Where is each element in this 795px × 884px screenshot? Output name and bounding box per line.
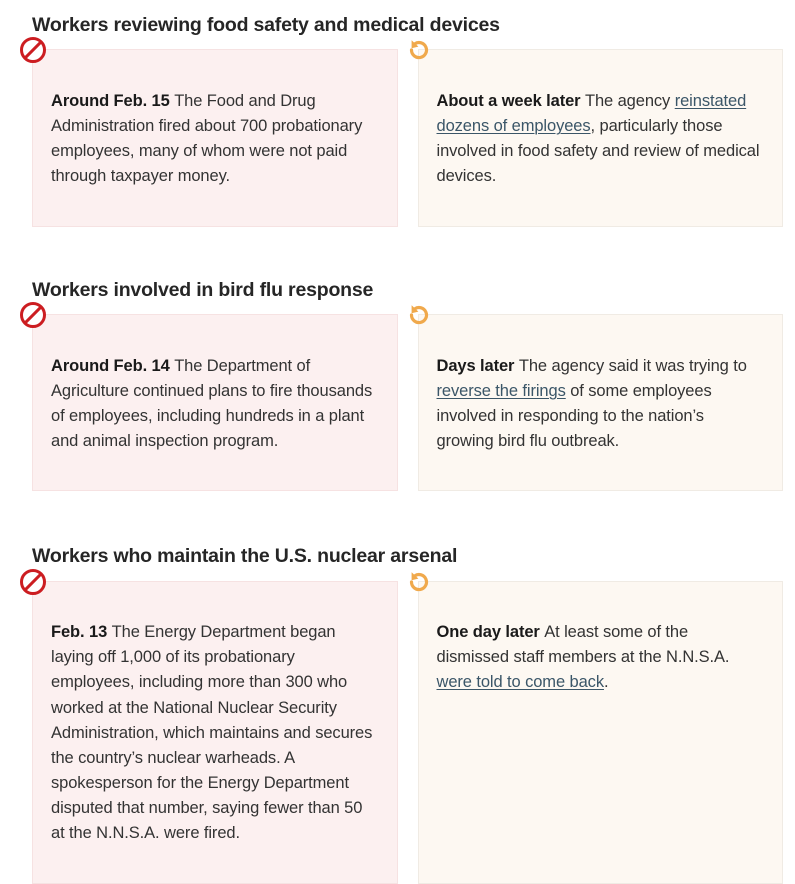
undo-restore-icon <box>403 34 435 66</box>
section-spacer <box>12 227 783 279</box>
card-lede: Days later <box>436 356 515 375</box>
card-body-before: The agency said it was trying to <box>518 356 747 375</box>
card-link[interactable]: reverse the firings <box>436 381 566 400</box>
fired-card: Around Feb. 15 The Food and Drug Administ… <box>20 37 398 227</box>
undo-restore-icon <box>403 566 435 598</box>
card-row: Feb. 13 The Energy Department began layin… <box>20 568 783 884</box>
prohibited-icon <box>17 299 49 331</box>
reinstated-card: One day later At least some of the dismis… <box>409 571 783 884</box>
card-row: Around Feb. 15 The Food and Drug Administ… <box>20 37 783 227</box>
card-lede: Around Feb. 15 <box>51 91 170 110</box>
section-title: Workers reviewing food safety and medica… <box>32 14 500 36</box>
timeline-page: Workers reviewing food safety and medica… <box>12 0 783 884</box>
card-body-before: The agency <box>584 91 675 110</box>
fired-card: Around Feb. 14 The Department of Agricult… <box>20 302 398 492</box>
section-food-safety: Workers reviewing food safety and medica… <box>12 14 783 227</box>
section-nuclear-arsenal: Workers who maintain the U.S. nuclear ar… <box>12 545 783 884</box>
card-body-after: . <box>603 673 609 692</box>
prohibited-icon <box>17 34 49 66</box>
undo-restore-icon <box>403 299 435 331</box>
top-spacer <box>12 0 783 14</box>
card-text: Feb. 13 The Energy Department began layin… <box>51 620 379 846</box>
card-text: One day later At least some of the dismis… <box>437 620 765 695</box>
card-body-before: The Energy Department began laying off 1… <box>51 623 373 842</box>
card-link[interactable]: were told to come back <box>436 673 605 692</box>
card-lede: Around Feb. 14 <box>51 356 170 375</box>
prohibited-icon <box>17 566 49 598</box>
card-text: Days later The agency said it was trying … <box>437 354 765 454</box>
reinstated-card: Days later The agency said it was trying … <box>409 305 783 492</box>
card-lede: About a week later <box>436 91 581 110</box>
card-body-before: The Department of Agriculture continued … <box>51 356 373 450</box>
fired-card: Feb. 13 The Energy Department began layin… <box>20 568 398 884</box>
section-title: Workers who maintain the U.S. nuclear ar… <box>32 545 458 568</box>
card-body-before: At least some of the dismissed staff mem… <box>436 623 730 667</box>
section-bird-flu: Workers involved in bird flu response Ar… <box>12 279 783 492</box>
section-spacer <box>12 491 783 545</box>
card-lede: One day later <box>436 623 540 642</box>
reinstated-card: About a week later The agency reinstated … <box>409 40 783 227</box>
card-text: Around Feb. 14 The Department of Agricult… <box>51 354 379 454</box>
card-body-after: of some employees involved in responding… <box>436 381 712 450</box>
section-title: Workers involved in bird flu response <box>32 278 374 301</box>
card-lede: Feb. 13 <box>51 623 108 642</box>
card-row: Around Feb. 14 The Department of Agricult… <box>20 302 783 492</box>
card-body-after: , particularly those involved in food sa… <box>436 116 760 186</box>
card-text: Around Feb. 15 The Food and Drug Administ… <box>51 89 379 189</box>
card-link[interactable]: reinstated dozens of employees <box>436 91 747 135</box>
card-body-before: The Food and Drug Administration fired a… <box>51 91 363 186</box>
card-text: About a week later The agency reinstated … <box>437 89 765 189</box>
